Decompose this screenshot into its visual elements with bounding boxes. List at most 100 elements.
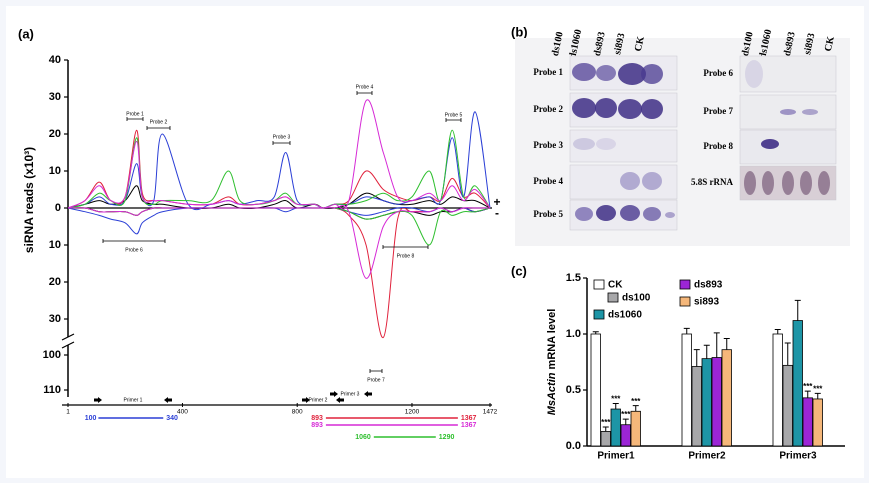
- probe-bracket: [126, 117, 144, 121]
- bar: [812, 398, 823, 447]
- error-bar: [703, 344, 710, 359]
- blot-band: [620, 205, 640, 221]
- blot-band: [572, 98, 596, 118]
- probe-bracket: [445, 118, 462, 122]
- blot-band: [643, 207, 661, 221]
- probe-bracket: [146, 126, 171, 130]
- bar: [620, 424, 631, 447]
- bar: [711, 357, 722, 447]
- blot-band: [641, 64, 663, 84]
- y-tick-label: 0.5: [566, 384, 581, 396]
- probe-label: Probe 3: [273, 134, 291, 140]
- blot-band: [800, 171, 812, 195]
- blot-band: [618, 63, 646, 85]
- lane-label: CK: [633, 35, 647, 52]
- error-bar: [814, 392, 821, 399]
- blot-band: [818, 171, 830, 195]
- lane-label: ds893: [592, 31, 608, 57]
- panel-label: (c): [511, 263, 527, 278]
- bar: [802, 397, 813, 447]
- y-tick-label: 1.5: [566, 272, 581, 284]
- segment-end: 1367: [461, 415, 477, 422]
- sense-trace: [67, 129, 491, 209]
- lane-label: CK: [823, 35, 837, 52]
- bar: [610, 408, 621, 447]
- y-tick-label: 0: [55, 202, 61, 214]
- y-axis-label-text: mRNA level: [546, 309, 558, 373]
- error-bar: [683, 327, 690, 334]
- error-bar: [622, 418, 629, 425]
- blot-band: [782, 171, 794, 195]
- blot-band: [620, 172, 640, 190]
- error-bar: [713, 332, 720, 358]
- bar: [600, 431, 611, 447]
- y-tick-label: 40: [49, 54, 61, 66]
- blot-strip: [569, 129, 678, 163]
- segment-end: 1367: [461, 422, 477, 429]
- blot-band: [595, 98, 617, 118]
- y-axis-label: MsActin mRNA level: [546, 309, 558, 416]
- segment-start: 1060: [355, 434, 371, 441]
- error-bar: [612, 402, 619, 410]
- blot-band: [596, 205, 616, 221]
- probe-label: Probe 4: [356, 84, 374, 90]
- legend-swatch: [679, 296, 691, 307]
- axis-break: [61, 333, 75, 341]
- primer-arrow: [302, 397, 310, 403]
- blot-band: [745, 60, 763, 88]
- significance: ***: [621, 410, 631, 419]
- blot-band: [596, 65, 616, 81]
- strand-label: +: [493, 195, 500, 209]
- y-tick-label: 30: [49, 313, 61, 325]
- segment-start: 100: [85, 415, 97, 422]
- blot-row-label: Probe 8: [703, 141, 733, 151]
- bar: [681, 333, 692, 447]
- probe-label: Probe 6: [125, 247, 143, 253]
- bar: [721, 349, 732, 447]
- x-tick-label: Primer3: [779, 451, 817, 462]
- y-axis-label: siRNA reads (x10³): [22, 147, 36, 253]
- primer-arrow: [164, 397, 172, 403]
- probe-label: Probe 2: [150, 119, 168, 125]
- panel-label: (a): [18, 26, 34, 41]
- y-tick-label: 20: [49, 128, 61, 140]
- error-bar: [794, 299, 801, 321]
- bar: [782, 364, 793, 447]
- blot-band: [642, 172, 662, 190]
- error-bar: [693, 349, 700, 367]
- gene-name: MsActin: [546, 372, 558, 415]
- x-tick-label: 1: [66, 409, 70, 416]
- error-bar: [784, 342, 791, 366]
- primer-arrow: [94, 397, 102, 403]
- significance: ***: [803, 382, 813, 391]
- segment-start: 893: [311, 422, 323, 429]
- blot-band: [744, 171, 756, 195]
- sense-trace: [67, 185, 491, 209]
- y-tick-label: 10: [49, 165, 61, 177]
- blot-band: [641, 99, 663, 119]
- axis-break: [61, 341, 75, 349]
- legend-label: ds100: [622, 293, 651, 304]
- x-tick-label: 1472: [483, 409, 498, 416]
- segment-start: 893: [311, 415, 323, 422]
- sense-trace: [67, 99, 491, 210]
- blot-band: [780, 109, 796, 115]
- blot-band: [665, 212, 675, 218]
- y-tick-label: 0.0: [566, 440, 581, 452]
- lane-label: ds100: [550, 31, 566, 57]
- y-tick-label: 100: [43, 349, 61, 361]
- blot-strip: [739, 129, 837, 165]
- error-bar: [774, 329, 781, 334]
- panel-label: (b): [511, 24, 528, 39]
- blot-row-label: 5.8S rRNA: [691, 177, 733, 187]
- significance: ***: [631, 397, 641, 406]
- y-tick-label: 1.0: [566, 328, 581, 340]
- primer-label: Primer 3: [341, 391, 360, 397]
- legend-label: si893: [694, 297, 719, 308]
- error-bar: [723, 337, 730, 350]
- antisense-trace: [67, 205, 490, 279]
- blot-band: [596, 138, 616, 150]
- x-tick-label: 1200: [405, 409, 420, 416]
- legend-swatch: [593, 279, 605, 290]
- blot-row-label: Probe 4: [533, 176, 563, 186]
